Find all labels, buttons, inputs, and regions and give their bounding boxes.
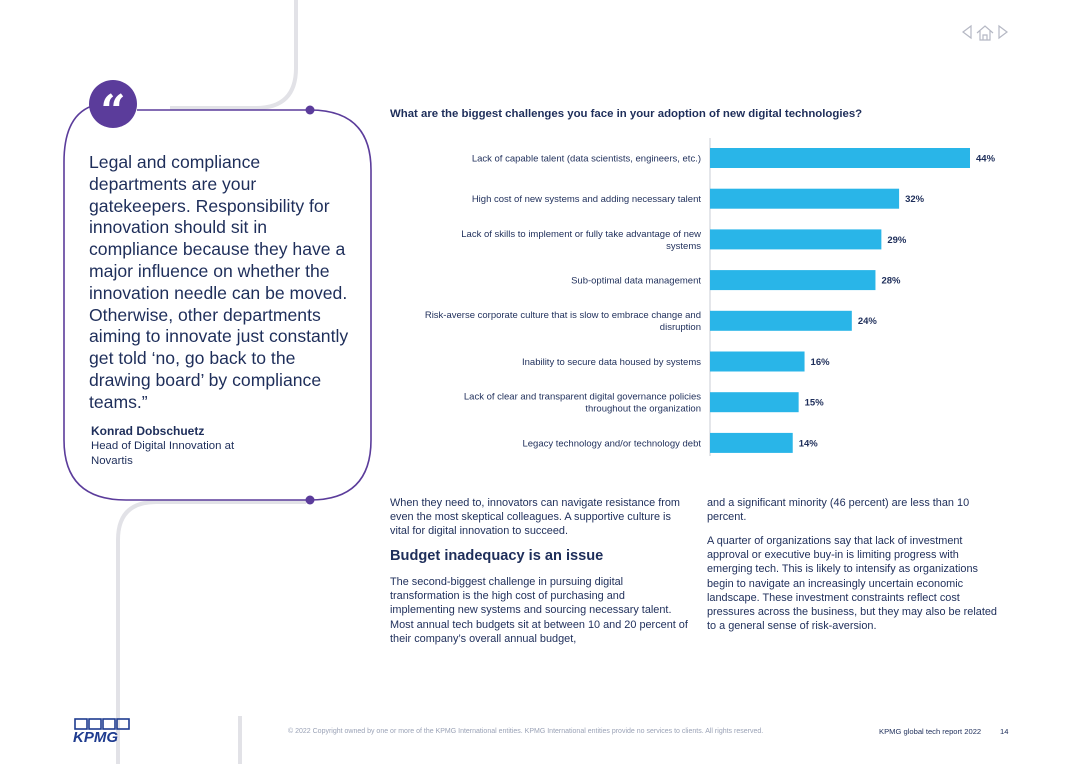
bar: [710, 188, 900, 209]
section-heading: Budget inadequacy is an issue: [390, 548, 604, 564]
lower-connector: [116, 500, 306, 764]
body-paragraph-1: The second-biggest challenge in pursuing…: [390, 576, 688, 645]
value-label: 15%: [805, 398, 825, 409]
category-label: Risk-averse corporate culture that is sl…: [425, 310, 701, 333]
value-label: 16%: [811, 357, 831, 368]
intro-paragraph: When they need to, innovators can naviga…: [390, 497, 680, 538]
page-number: 14: [1000, 727, 1009, 736]
triangle-right-icon[interactable]: [996, 24, 1010, 40]
quote-mark-icon: “: [89, 80, 137, 137]
bar: [710, 392, 799, 413]
body-paragraph-2: and a significant minority (46 percent) …: [707, 497, 970, 524]
value-label: 44%: [976, 153, 996, 164]
connector-dot-bottom: [305, 495, 315, 505]
svg-text:KPMG: KPMG: [73, 729, 118, 744]
bar: [710, 310, 852, 331]
value-label: 29%: [887, 235, 907, 246]
category-label: Inability to secure data housed by syste…: [522, 357, 701, 368]
bar: [710, 148, 970, 168]
category-label: Lack of capable talent (data scientists,…: [472, 153, 701, 164]
chart-title: What are the biggest challenges you face…: [390, 108, 863, 120]
value-label: 24%: [858, 316, 878, 327]
quote-text: Legal and compliance departments are you…: [89, 152, 349, 412]
copyright-notice: © 2022 Copyright owned by one or more of…: [288, 728, 764, 735]
report-name: KPMG global tech report 2022: [879, 727, 982, 736]
value-label: 28%: [881, 276, 901, 287]
value-label: 14%: [799, 438, 819, 449]
quote-author-role: Head of Digital Innovation at Novartis: [91, 440, 235, 467]
value-label: 32%: [905, 194, 925, 205]
category-label: Lack of skills to implement or fully tak…: [461, 229, 701, 252]
bar: [710, 351, 805, 372]
category-label: Legacy technology and/or technology debt: [522, 438, 701, 449]
bar: [710, 270, 876, 291]
triangle-left-icon[interactable]: [960, 24, 974, 40]
category-label: High cost of new systems and adding nece…: [472, 194, 702, 205]
category-label: Lack of clear and transparent digital go…: [464, 392, 701, 415]
home-icon[interactable]: [975, 24, 995, 42]
bar: [710, 229, 882, 250]
kpmg-logo: KPMG: [72, 718, 132, 749]
body-paragraph-3: A quarter of organizations say that lack…: [707, 535, 997, 633]
page-navigation: [960, 24, 1010, 42]
category-label: Sub-optimal data management: [571, 276, 701, 287]
quote-author: Konrad Dobschuetz: [91, 424, 205, 438]
bar-chart: Lack of capable talent (data scientists,…: [425, 138, 996, 456]
connector-dot-top: [305, 105, 315, 115]
bar: [710, 432, 793, 453]
